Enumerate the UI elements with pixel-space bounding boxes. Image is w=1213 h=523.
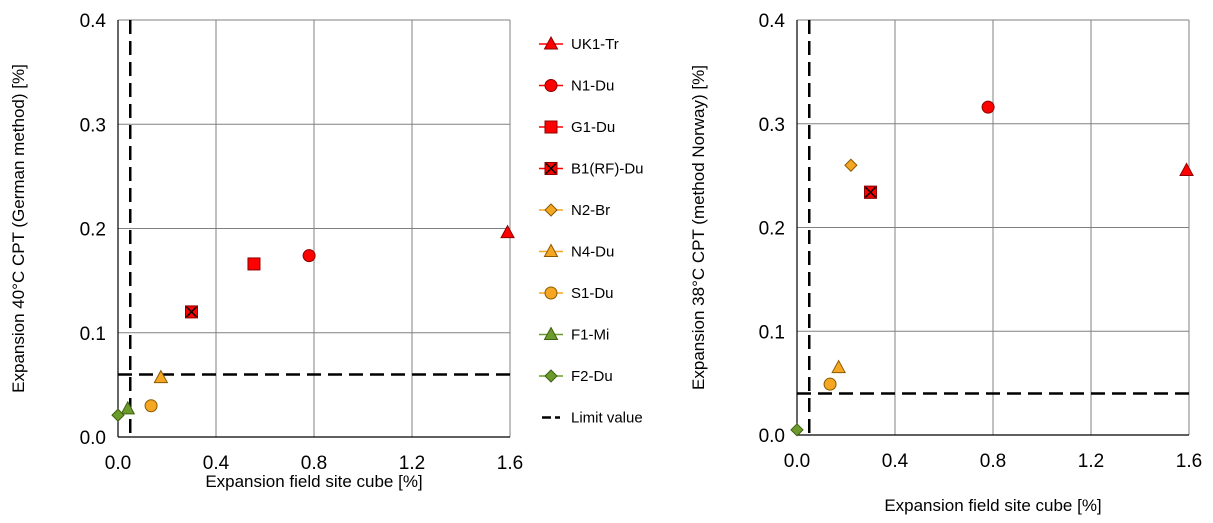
point-n1-du (302, 249, 316, 263)
y-tick-label: 0.2 (759, 219, 785, 240)
x-tick-label: 0.0 (105, 453, 131, 474)
chart-right: 0.0 0.1 0.2 0.3 0.4 0.0 0.4 0.8 1.2 1.6 Expansion … (689, 11, 1202, 515)
legend-marker-n2-br (544, 203, 558, 217)
legend-marker-b1-rf-du (544, 162, 558, 175)
point-n2-br (844, 158, 858, 172)
x-tick-label: 1.2 (399, 453, 425, 474)
y-tick-label: 0.0 (759, 426, 785, 447)
legend-marker-f1-mi (543, 326, 559, 340)
x-tick-label: 0.8 (301, 453, 327, 474)
legend-marker-s1-du (544, 286, 558, 300)
legend-label: N4-Du (571, 244, 614, 261)
x-tick-label: 1.2 (1078, 451, 1104, 472)
point-g1-du (247, 257, 261, 271)
legend-label: F1-Mi (571, 327, 609, 344)
legend-marker-uk1-tr (543, 35, 559, 50)
legend-label: N1-Du (571, 78, 614, 95)
legend-label: B1(RF)-Du (571, 161, 644, 178)
y-tick-label: 0.0 (80, 428, 106, 449)
y-tick-label: 0.4 (759, 11, 786, 32)
chart-left: 0.0 0.1 0.2 0.3 0.4 0.0 0.4 0.8 1.2 1.6 Expansion … (9, 11, 523, 491)
y-axis-title: Expansion 40°C CPT (German method) [%] (9, 64, 28, 393)
legend-label: UK1-Tr (571, 36, 619, 53)
legend-marker-n1-du (544, 79, 558, 92)
y-tick-label: 0.1 (759, 322, 785, 343)
legend-item-b1-rf-du: B1(RF)-Du (539, 161, 644, 178)
x-axis-title: Expansion field site cube [%] (884, 496, 1101, 515)
y-tick-label: 0.3 (759, 115, 785, 136)
x-tick-label: 0.4 (203, 453, 230, 474)
legend-item-f2-du: F2-Du (539, 368, 613, 385)
legend-item-g1-du: G1-Du (539, 119, 615, 136)
legend-item-f1-mi: F1-Mi (539, 326, 609, 344)
point-b1-rf-du (864, 185, 877, 199)
point-f2-du (111, 408, 125, 422)
legend-item-s1-du: S1-Du (539, 285, 614, 302)
legend-label: G1-Du (571, 119, 615, 136)
x-tick-label: 0.0 (784, 451, 810, 472)
point-n1-du (981, 100, 995, 114)
x-tick-label: 0.8 (980, 451, 1006, 472)
legend-marker-g1-du (544, 120, 558, 134)
point-uk1-tr (1179, 162, 1194, 176)
y-tick-label: 0.3 (80, 115, 106, 136)
x-axis-title: Expansion field site cube [%] (205, 472, 422, 491)
legend: UK1-Tr N1-Du G1-Du B1(RF)-Du N2-Br N4-Du S1-Du… (539, 35, 644, 427)
legend-marker-f2-du (544, 369, 558, 383)
legend-item-n1-du: N1-Du (539, 78, 614, 95)
x-tick-label: 1.6 (497, 453, 523, 474)
point-n4-du (153, 369, 169, 384)
gridlines (796, 19, 1190, 436)
legend-item-n4-du: N4-Du (539, 243, 614, 261)
legend-label: Limit value (571, 410, 643, 427)
x-tick-label: 1.6 (1176, 451, 1202, 472)
legend-label: N2-Br (571, 202, 610, 219)
point-s1-du (823, 377, 837, 391)
y-tick-label: 0.1 (80, 324, 106, 345)
legend-item-limit-value: Limit value (542, 410, 643, 427)
y-tick-label: 0.4 (80, 11, 107, 32)
legend-item-uk1-tr: UK1-Tr (539, 35, 619, 53)
point-f2-du (790, 423, 804, 437)
point-b1-rf-du (185, 305, 198, 319)
point-uk1-tr (500, 224, 515, 239)
point-f1-mi (120, 400, 136, 415)
legend-label: F2-Du (571, 368, 613, 385)
legend-item-n2-br: N2-Br (539, 202, 610, 219)
legend-label: S1-Du (571, 285, 614, 302)
point-s1-du (144, 399, 158, 413)
x-tick-label: 0.4 (882, 451, 909, 472)
point-n4-du (831, 359, 846, 374)
legend-marker-n4-du (543, 243, 559, 257)
y-tick-label: 0.2 (80, 220, 106, 241)
y-axis-title: Expansion 38°C CPT (method Norway) [%] (689, 65, 708, 390)
